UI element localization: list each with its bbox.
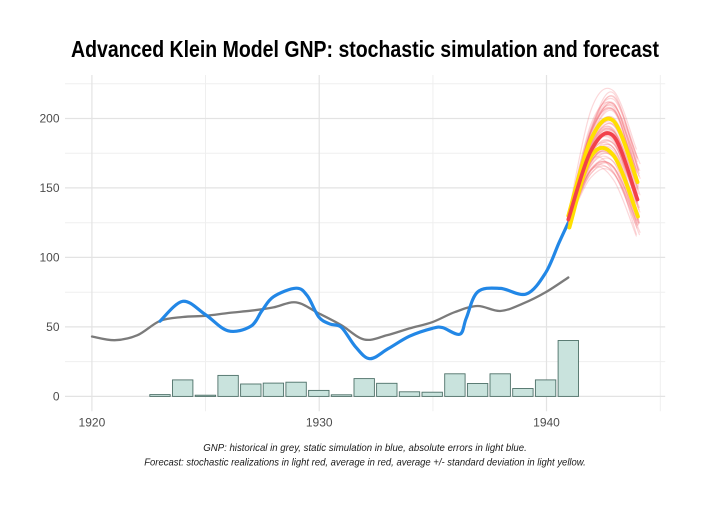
svg-text:1930: 1930: [306, 416, 333, 430]
svg-text:150: 150: [39, 181, 59, 195]
svg-text:1940: 1940: [533, 416, 560, 430]
svg-text:Advanced Klein Model GNP: stoc: Advanced Klein Model GNP: stochastic sim…: [71, 36, 659, 62]
svg-text:100: 100: [39, 251, 59, 265]
svg-text:GNP: historical in grey, stati: GNP: historical in grey, static simulati…: [203, 443, 527, 454]
svg-text:200: 200: [39, 112, 59, 126]
svg-text:50: 50: [46, 320, 60, 334]
svg-text:1920: 1920: [79, 416, 106, 430]
svg-text:Forecast: stochastic realizati: Forecast: stochastic realizations in lig…: [144, 458, 586, 469]
svg-text:0: 0: [53, 390, 60, 404]
